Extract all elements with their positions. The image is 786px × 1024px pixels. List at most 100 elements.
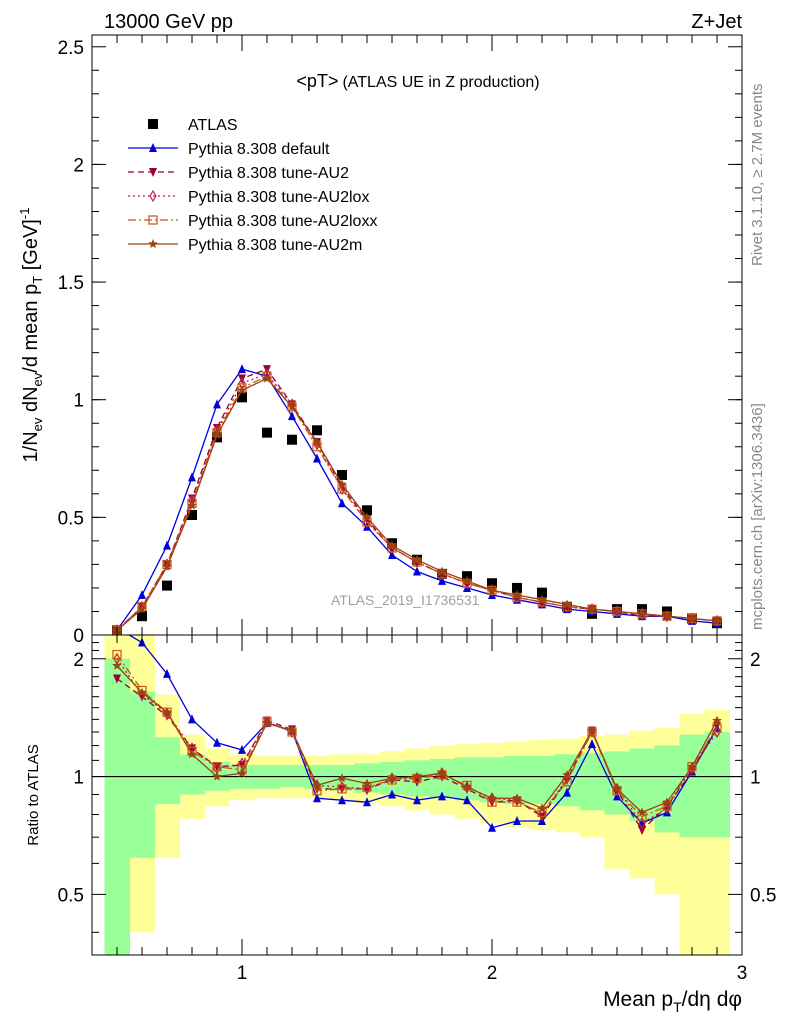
ratio-point-series-3 xyxy=(112,649,122,660)
rivet-version-label: Rivet 3.1.10, ≥ 2.7M events xyxy=(749,84,766,267)
main-point-series-5 xyxy=(162,561,172,571)
main-point-series-5 xyxy=(462,575,472,585)
ratio-data-layer xyxy=(92,635,742,955)
ratio-point-series-4 xyxy=(462,782,472,792)
main-point-series-5 xyxy=(662,611,672,621)
main-ytick-label: 0 xyxy=(73,626,84,647)
ratio-point-series-3 xyxy=(337,784,347,794)
ratio-point-series-0 xyxy=(238,744,246,754)
legend-label: Pythia 8.308 tune-AU2loxx xyxy=(188,213,377,230)
ratio-band-inner xyxy=(454,757,480,801)
main-point-series-5 xyxy=(287,401,297,411)
ratio-point-series-4 xyxy=(687,761,697,771)
main-point-series-0 xyxy=(262,427,272,438)
main-point-series-5 xyxy=(387,540,397,550)
main-point-series-0 xyxy=(212,432,222,443)
ratio-point-series-4 xyxy=(137,687,147,697)
legend-label: Pythia 8.308 default xyxy=(188,141,330,158)
ratio-band-inner xyxy=(154,737,180,805)
watermark-label: ATLAS_2019_I1736531 xyxy=(331,592,480,608)
main-point-series-5 xyxy=(137,604,147,614)
ratio-point-series-0 xyxy=(588,739,596,749)
main-point-series-0 xyxy=(162,580,172,591)
ratio-series-layer xyxy=(112,635,722,836)
ratio-point-series-4 xyxy=(562,769,572,779)
ratio-point-series-3 xyxy=(212,762,222,772)
ratio-point-series-2 xyxy=(663,802,671,815)
x-tick-label: 3 xyxy=(737,963,748,984)
ratio-band-inner xyxy=(704,731,730,838)
ratio-point-series-4 xyxy=(187,749,197,759)
ratio-point-series-0 xyxy=(488,822,496,832)
main-point-series-1 xyxy=(238,364,246,374)
main-point-series-0 xyxy=(287,434,297,445)
legend-label: Pythia 8.308 tune-AU2 xyxy=(188,165,349,182)
ratio-point-series-0 xyxy=(438,791,446,801)
main-point-series-5 xyxy=(712,615,722,625)
main-point-series-5 xyxy=(312,437,322,447)
main-point-series-1 xyxy=(163,540,171,550)
ratio-point-series-0 xyxy=(413,795,421,805)
ratio-point-series-4 xyxy=(537,803,547,813)
main-point-series-5 xyxy=(187,500,197,510)
legend-marker xyxy=(148,119,158,129)
ratio-point-series-4 xyxy=(587,725,597,735)
main-title-main: <pT> xyxy=(296,71,338,91)
main-point-series-5 xyxy=(212,430,222,439)
main-ytick-label: 1.5 xyxy=(58,273,84,294)
main-point-series-0 xyxy=(487,578,497,589)
main-ytick-label: 0.5 xyxy=(58,508,84,529)
main-y-axis-label: 1/Nev dNev/d mean pT [GeV]-1 xyxy=(17,208,45,463)
main-point-series-5 xyxy=(237,385,247,395)
ratio-point-series-4 xyxy=(387,773,397,783)
ratio-point-series-0 xyxy=(313,793,321,803)
ratio-band-inner xyxy=(179,754,205,795)
main-point-series-1 xyxy=(213,399,221,409)
ratio-y-axis-label: Ratio to ATLAS xyxy=(25,744,42,845)
main-point-series-5 xyxy=(437,566,447,576)
main-point-series-0 xyxy=(312,425,322,436)
main-point-series-0 xyxy=(337,470,347,480)
ratio-point-series-0 xyxy=(163,668,171,678)
mcplots-url-label: mcplots.cern.ch [arXiv:1306.3436] xyxy=(749,403,766,630)
ratio-point-series-4 xyxy=(287,725,297,735)
main-point-series-5 xyxy=(512,590,522,599)
ratio-point-series-4 xyxy=(612,783,622,793)
ratio-point-series-1 xyxy=(113,674,121,684)
main-point-series-0 xyxy=(237,392,247,403)
ratio-point-series-4 xyxy=(512,793,522,803)
main-point-series-0 xyxy=(187,510,197,520)
main-point-series-1 xyxy=(338,498,346,508)
ratio-point-series-2 xyxy=(263,715,271,728)
process-label: Z+Jet xyxy=(691,11,742,33)
ratio-ytick-label: 2 xyxy=(73,650,84,671)
main-point-series-5 xyxy=(637,608,647,618)
legend-marker xyxy=(149,168,157,177)
ratio-point-series-4 xyxy=(337,773,347,783)
ratio-point-series-4 xyxy=(712,715,722,725)
ratio-point-series-4 xyxy=(637,807,647,817)
ratio-ytick-label-right: 0.5 xyxy=(750,885,776,906)
x-tick-label: 1 xyxy=(237,963,248,984)
ratio-point-series-1 xyxy=(538,812,546,822)
legend-label: Pythia 8.308 tune-AU2m xyxy=(188,237,362,254)
ratio-band-inner xyxy=(104,658,130,955)
ratio-point-series-4 xyxy=(662,797,672,807)
main-title: <pT> (ATLAS UE in Z production) xyxy=(296,71,539,91)
ratio-point-series-4 xyxy=(237,768,247,778)
ratio-point-series-0 xyxy=(513,815,521,825)
ratio-band-inner xyxy=(129,691,155,858)
main-point-series-0 xyxy=(362,505,372,516)
main-data-layer xyxy=(112,364,722,637)
energy-label: 13000 GeV pp xyxy=(104,11,233,33)
main-point-series-1 xyxy=(438,575,446,585)
main-point-series-5 xyxy=(262,373,272,383)
ratio-ytick-label-right: 2 xyxy=(750,650,761,671)
x-tick-label: 2 xyxy=(487,963,498,984)
main-point-series-5 xyxy=(687,613,697,623)
ratio-point-series-2 xyxy=(538,808,546,821)
ratio-point-series-0 xyxy=(388,789,396,799)
ratio-point-series-4 xyxy=(437,768,447,778)
main-point-series-0 xyxy=(512,582,522,593)
